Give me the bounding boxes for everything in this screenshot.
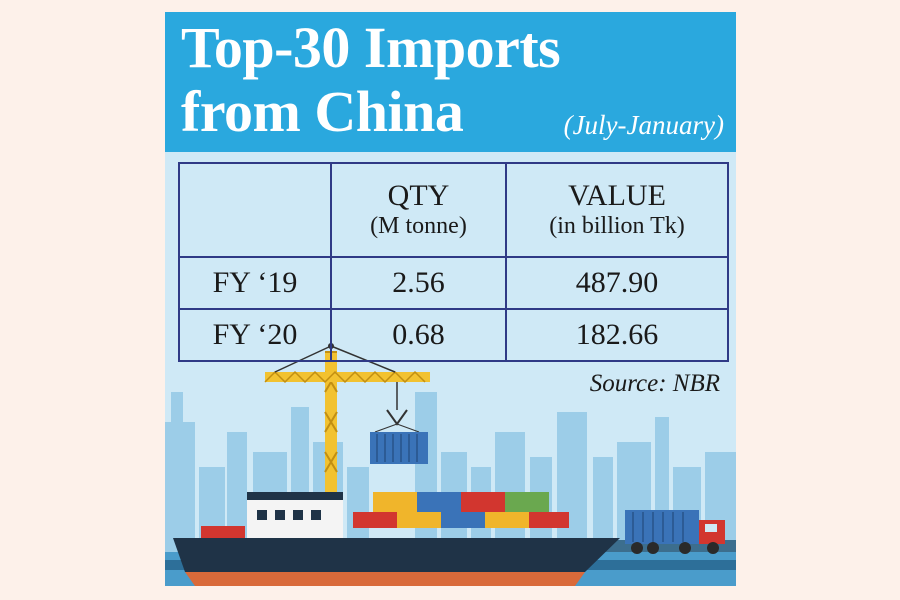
infographic-card: Top-30 Imports from China (July-January)… <box>165 12 736 586</box>
row-value: 487.90 <box>505 256 729 310</box>
source-note: Source: NBR <box>589 370 720 397</box>
header-cell-empty <box>178 162 332 258</box>
value-header: VALUE <box>568 179 666 212</box>
row-label: FY ‘20 <box>178 308 332 362</box>
page-title: Top-30 Imports from China <box>181 15 561 144</box>
header-cell-value: VALUE (in billion Tk) <box>505 162 729 258</box>
row-qty: 0.68 <box>330 308 507 362</box>
imports-table: QTY (M tonne) VALUE (in billion Tk) FY ‘… <box>178 162 729 362</box>
qty-header: QTY <box>387 179 450 212</box>
row-value: 182.66 <box>505 308 729 362</box>
row-label: FY ‘19 <box>178 256 332 310</box>
harbor-scene <box>165 343 736 586</box>
table-row: FY ‘20 0.68 182.66 <box>178 308 729 362</box>
row-qty: 2.56 <box>330 256 507 310</box>
table-header-row: QTY (M tonne) VALUE (in billion Tk) <box>178 162 729 258</box>
value-unit: (in billion Tk) <box>549 213 685 239</box>
title-line-2: from China <box>181 79 464 144</box>
table-row: FY ‘19 2.56 487.90 <box>178 256 729 310</box>
title-banner: Top-30 Imports from China (July-January) <box>165 12 736 152</box>
period-label: (July-January) <box>563 110 724 140</box>
container-truck-icon <box>625 510 725 554</box>
title-line-1: Top-30 Imports <box>181 15 561 80</box>
header-cell-qty: QTY (M tonne) <box>330 162 507 258</box>
qty-unit: (M tonne) <box>370 213 467 239</box>
cargo-ship-icon <box>173 492 620 586</box>
